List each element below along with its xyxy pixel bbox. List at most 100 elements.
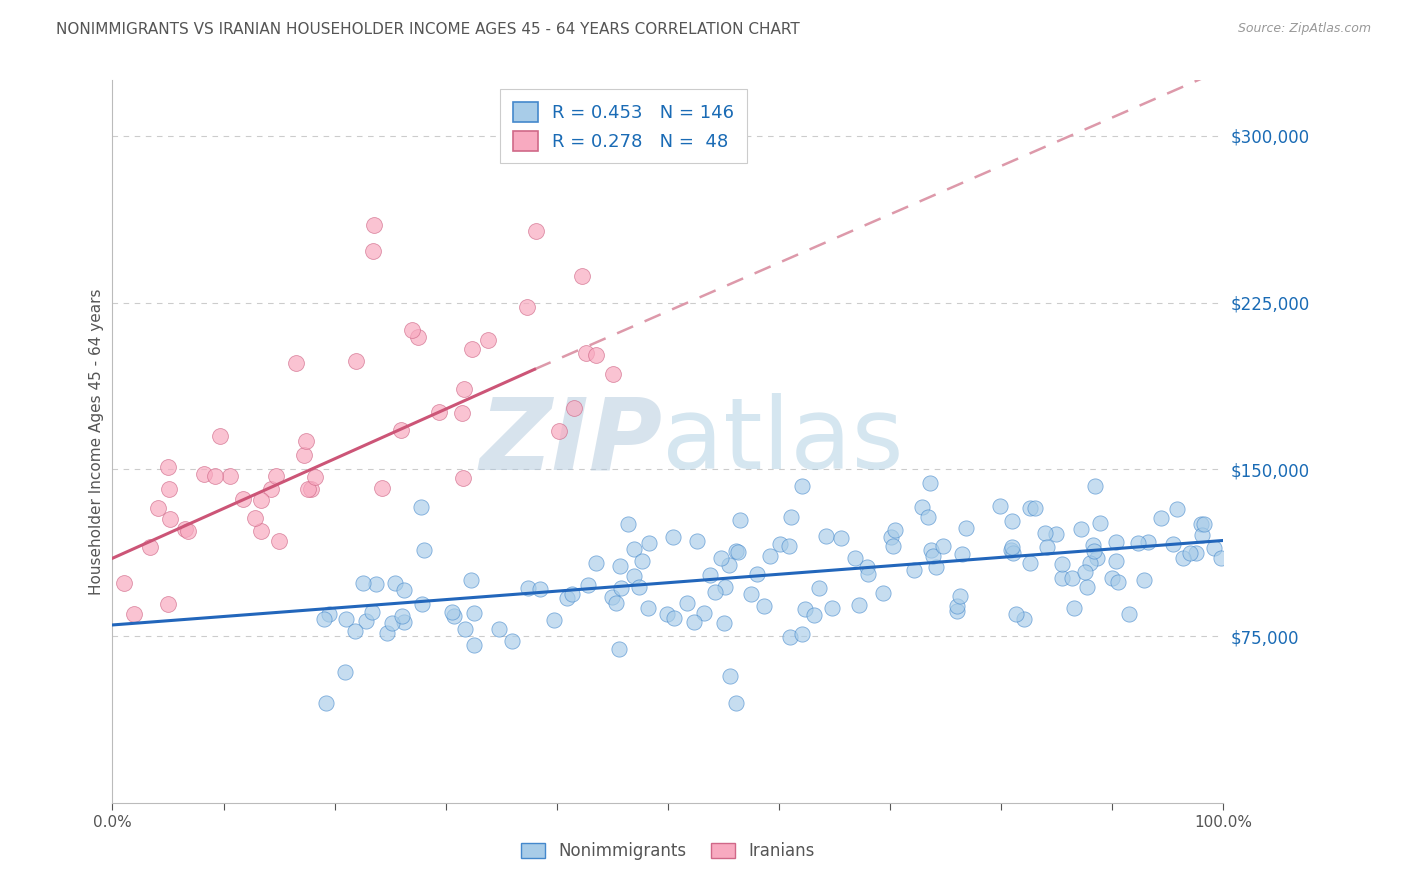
Point [176, 524, 198, 539]
Point [911, 500, 934, 514]
Point [1074, 565, 1097, 579]
Point [315, 696, 337, 710]
Point [381, 615, 404, 630]
Point [1060, 571, 1083, 585]
Point [617, 516, 640, 531]
Point [157, 482, 180, 496]
Point [219, 469, 242, 483]
Point [477, 333, 499, 347]
Point [872, 586, 894, 600]
Point [529, 582, 551, 596]
Point [392, 582, 415, 597]
Point [352, 575, 374, 590]
Point [917, 510, 939, 524]
Point [856, 566, 879, 581]
Point [1019, 501, 1042, 516]
Point [1211, 550, 1233, 565]
Point [718, 669, 741, 683]
Point [406, 329, 429, 343]
Point [1128, 535, 1150, 549]
Point [779, 509, 801, 524]
Point [173, 522, 195, 536]
Point [460, 573, 482, 587]
Point [391, 608, 413, 623]
Point [516, 300, 538, 314]
Point [714, 581, 737, 595]
Point [232, 491, 254, 506]
Point [260, 482, 283, 496]
Point [1019, 557, 1042, 571]
Point [1070, 522, 1092, 536]
Point [628, 580, 651, 594]
Point [844, 550, 866, 565]
Point [1133, 574, 1156, 588]
Point [848, 598, 870, 612]
Point [710, 551, 733, 566]
Point [156, 460, 179, 475]
Point [1076, 580, 1098, 594]
Point [946, 599, 969, 613]
Point [713, 615, 735, 630]
Point [243, 511, 266, 525]
Point [903, 562, 925, 576]
Point [610, 581, 633, 595]
Point [759, 549, 782, 563]
Point [413, 543, 436, 558]
Point [1083, 544, 1105, 558]
Point [600, 591, 623, 605]
Point [856, 560, 879, 574]
Point [285, 356, 308, 370]
Point [792, 627, 814, 641]
Point [637, 601, 659, 615]
Point [607, 642, 630, 657]
Point [250, 493, 273, 508]
Point [454, 622, 477, 636]
Point [1192, 516, 1215, 531]
Y-axis label: Householder Income Ages 45 - 64 years: Householder Income Ages 45 - 64 years [89, 288, 104, 595]
Point [159, 512, 181, 526]
Point [1000, 542, 1022, 557]
Point [882, 540, 904, 554]
Text: ZIP: ZIP [479, 393, 662, 490]
Point [411, 597, 433, 611]
Point [1045, 527, 1067, 541]
Point [949, 590, 972, 604]
Point [543, 613, 565, 627]
Point [146, 500, 169, 515]
Point [314, 612, 336, 626]
Point [724, 544, 747, 558]
Point [1105, 534, 1128, 549]
Text: atlas: atlas [662, 393, 904, 490]
Point [1036, 541, 1059, 555]
Point [250, 524, 273, 538]
Legend: Nonimmigrants, Iranians: Nonimmigrants, Iranians [515, 836, 821, 867]
Point [946, 603, 969, 617]
Point [585, 347, 607, 361]
Point [427, 404, 450, 418]
Point [585, 556, 607, 570]
Point [1050, 571, 1073, 585]
Point [299, 482, 322, 496]
Point [1191, 527, 1213, 541]
Point [1081, 538, 1104, 552]
Point [1001, 514, 1024, 528]
Point [1001, 540, 1024, 554]
Point [354, 614, 377, 628]
Point [830, 531, 852, 545]
Point [1178, 546, 1201, 560]
Point [335, 611, 357, 625]
Point [451, 471, 474, 485]
Point [575, 346, 598, 360]
Point [1101, 571, 1123, 585]
Point [754, 599, 776, 613]
Point [112, 576, 135, 591]
Text: NONIMMIGRANTS VS IRANIAN HOUSEHOLDER INCOME AGES 45 - 64 YEARS CORRELATION CHART: NONIMMIGRANTS VS IRANIAN HOUSEHOLDER INC… [56, 22, 800, 37]
Point [1063, 600, 1085, 615]
Point [294, 434, 316, 448]
Point [623, 569, 645, 583]
Point [699, 567, 721, 582]
Point [1149, 511, 1171, 525]
Point [655, 607, 678, 622]
Point [662, 611, 685, 625]
Point [1024, 501, 1046, 516]
